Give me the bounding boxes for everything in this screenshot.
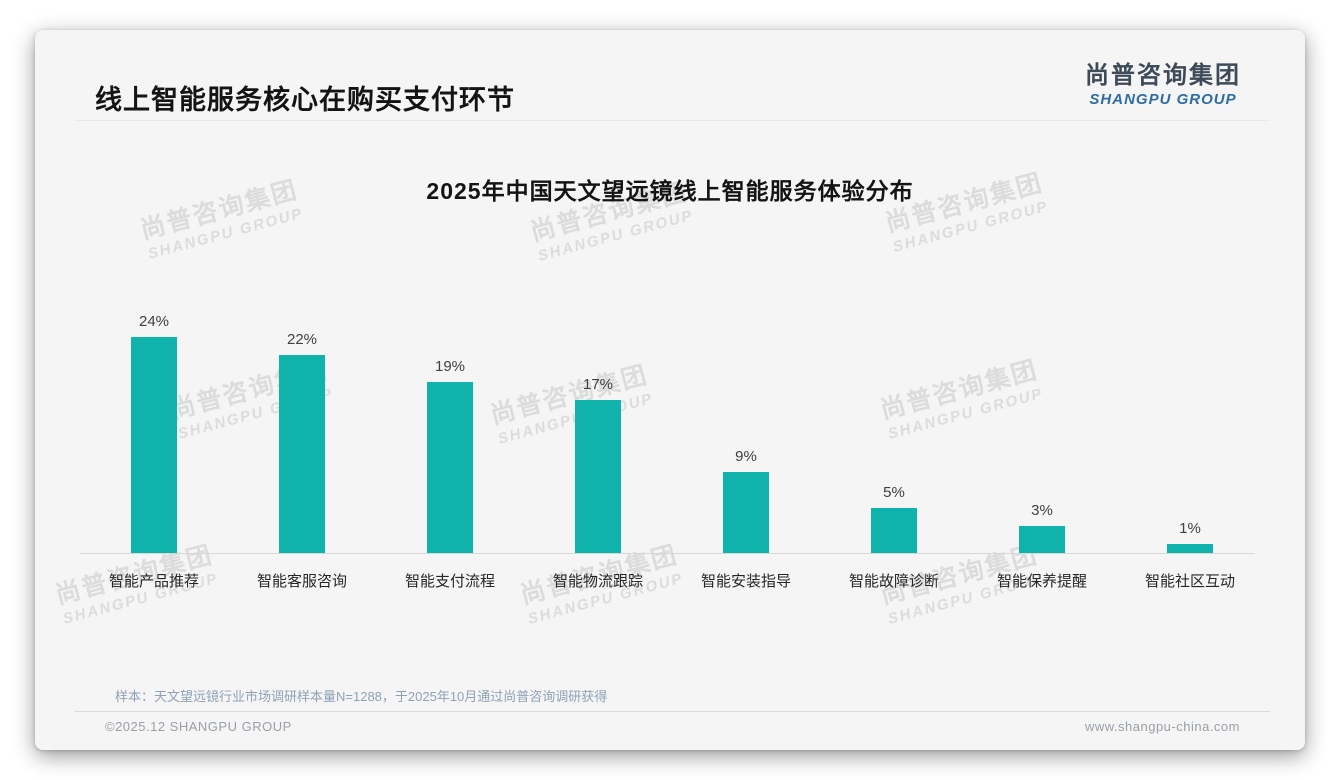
category-label: 智能保养提醒: [996, 573, 1087, 590]
bar-column: 17%: [524, 290, 672, 553]
bar: [1167, 544, 1213, 553]
category-label: 智能安装指导: [700, 573, 791, 590]
category-label: 智能客服咨询: [256, 573, 347, 590]
bar-column: 22%: [228, 290, 376, 553]
bar-value-label: 3%: [1031, 502, 1053, 519]
category-label: 智能社区互动: [1144, 573, 1235, 590]
bar-column: 24%: [80, 290, 228, 553]
footer-row: ©2025.12 SHANGPU GROUP www.shangpu-china…: [105, 719, 1240, 734]
plot-area: 24% 22% 19% 17% 9% 5% 3% 1% 智能产品推荐 智能客服咨询 智能支付流程智…: [80, 290, 1264, 610]
chart-title: 2025年中国天文望远镜线上智能服务体验分布: [426, 178, 914, 204]
bar-column: 3%: [968, 290, 1116, 553]
category-labels: 智能产品推荐 智能客服咨询 智能支付流程 智能物流跟踪 智能安装指导 智能故障诊断 智能保养…: [80, 570, 1264, 591]
bar: [279, 355, 325, 553]
footer-divider: [75, 711, 1270, 712]
copyright-text: ©2025.12 SHANGPU GROUP: [105, 719, 292, 734]
logo-english-text: SHANGPU GROUP: [1089, 91, 1237, 108]
bar-value-label: 17%: [582, 376, 614, 393]
category-label: 智能产品推荐: [108, 573, 199, 590]
page-title: 线上智能服务核心在购买支付环节: [95, 85, 515, 115]
bar-value-label: 9%: [735, 448, 757, 465]
header-divider: [75, 120, 1270, 121]
category-label: 智能物流跟踪: [552, 573, 643, 590]
bar-column: 19%: [376, 290, 524, 553]
bar-value-label: 24%: [138, 313, 170, 330]
bar-column: 5%: [820, 290, 968, 553]
website-url: www.shangpu-china.com: [1084, 719, 1240, 734]
bar-column: 1%: [1116, 290, 1264, 553]
bar: [575, 400, 621, 553]
bar: [131, 337, 177, 553]
bar: [723, 472, 769, 553]
category-label: 智能故障诊断: [848, 573, 939, 590]
bar-value-label: 22%: [286, 331, 318, 348]
sample-footnote: 样本：天文望远镜行业市场调研样本量N=1288，于2025年10月通过尚普咨询调…: [115, 689, 608, 704]
company-logo: 尚普咨询集团 SHANGPU GROUP: [1085, 55, 1241, 108]
bars-container: 24% 22% 19% 17% 9% 5% 3% 1%: [80, 290, 1264, 553]
bar-value-label: 1%: [1179, 520, 1201, 537]
bar: [871, 508, 917, 553]
bar-column: 9%: [672, 290, 820, 553]
bar-value-label: 19%: [434, 358, 466, 375]
x-axis-line: [80, 553, 1255, 554]
logo-chinese-text: 尚普咨询集团: [1085, 62, 1241, 89]
bar: [1019, 526, 1065, 553]
bar-value-label: 5%: [883, 484, 905, 501]
slide-card: 尚普咨询集团 SHANGPU GROUP 尚普咨询集团 SHANGPU GROUP 尚普…: [35, 30, 1305, 750]
bar: [427, 382, 473, 553]
category-label: 智能支付流程: [404, 573, 495, 590]
bar-chart: 2025年中国天文望远镜线上智能服务体验分布 24% 22% 19% 17% 9% 5% 3…: [35, 30, 1305, 750]
